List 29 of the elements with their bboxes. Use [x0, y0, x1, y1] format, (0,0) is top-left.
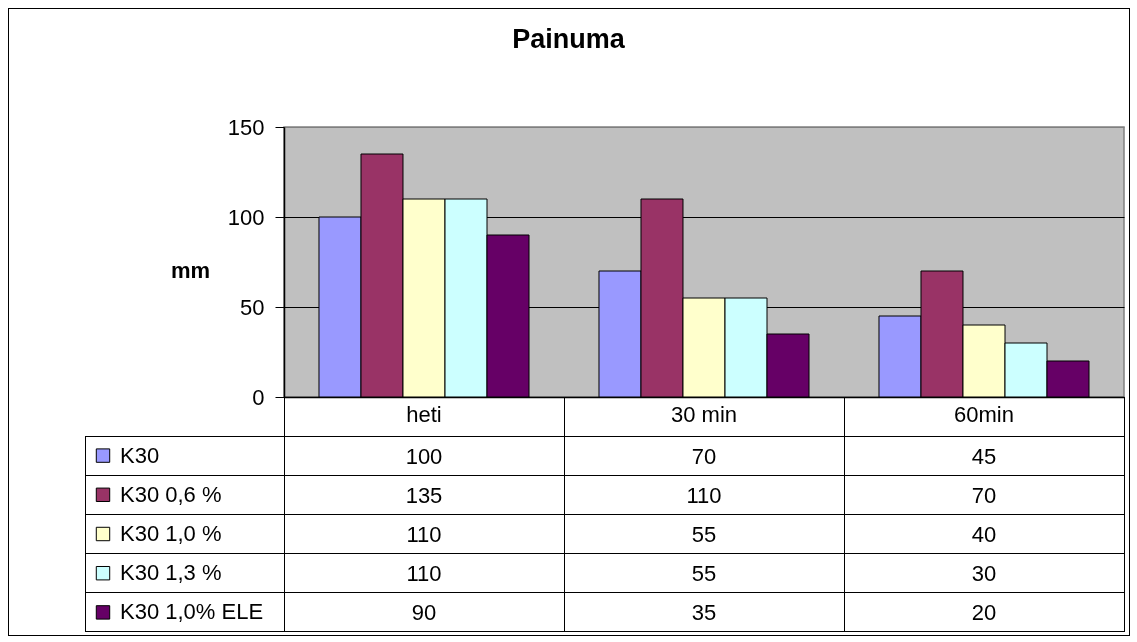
y-tick-label: 0 [252, 384, 265, 410]
data-label: 20 [971, 600, 997, 626]
data-label: 45 [971, 443, 997, 469]
data-label: 70 [971, 482, 997, 508]
legend-label: K30 [120, 442, 160, 468]
data-label: 55 [691, 522, 717, 547]
y-tick-label: 50 [240, 294, 265, 320]
data-label: 90 [411, 600, 437, 626]
y-tick-label: 150 [227, 114, 265, 140]
data-label: 110 [686, 482, 722, 508]
data-label: 110 [406, 561, 442, 587]
data-label: 35 [691, 600, 717, 626]
data-label: 100 [405, 443, 443, 469]
legend-label: K30 0,6 % [120, 481, 222, 507]
x-tick-label: heti [406, 401, 442, 427]
y-tick-label: 100 [227, 204, 265, 230]
data-label: 135 [405, 482, 443, 508]
x-tick-label: 30 min [670, 401, 738, 427]
y-axis-title: mm [170, 257, 211, 283]
data-label: 55 [691, 561, 717, 587]
legend-label: K30 1,0% ELE [120, 599, 264, 625]
legend-label: K30 1,3 % [120, 560, 222, 586]
data-label: 70 [691, 443, 717, 469]
data-label: 110 [406, 522, 442, 547]
chart-title: Painuma [512, 24, 626, 54]
data-label: 30 [971, 561, 997, 587]
data-label: 40 [971, 522, 997, 547]
x-tick-label: 60min [954, 401, 1014, 427]
legend-label: K30 1,0 % [120, 521, 222, 546]
